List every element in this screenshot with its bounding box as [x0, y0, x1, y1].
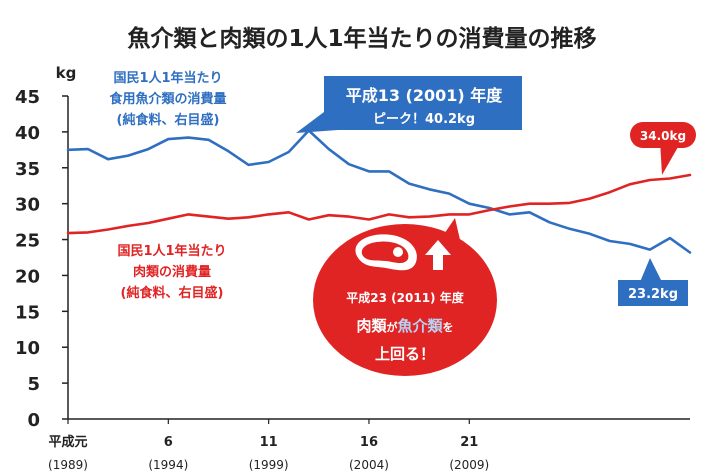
- y-tick-label: 5: [27, 374, 40, 395]
- y-tick-label: 15: [15, 302, 40, 323]
- fish-end-label: 23.2kg: [618, 258, 688, 306]
- meat-series-caption: 国民1人1年当たり 肉類の消費量 (純食料、右目盛): [117, 243, 226, 301]
- x-tick-label-era: 16: [360, 435, 378, 450]
- crossover-callout-meat: 肉類: [356, 317, 387, 335]
- y-axis-unit: kg: [56, 64, 77, 82]
- fish-caption-line3: (純食料、右目盛): [117, 112, 220, 128]
- y-tick-label: 40: [15, 123, 40, 144]
- crossover-callout-fish: 魚介類: [398, 317, 444, 335]
- meat-icon: [355, 234, 417, 271]
- crossover-callout-line1: 平成23 (2011) 年度: [346, 290, 464, 305]
- meat-caption-line3: (純食料、右目盛): [121, 285, 224, 301]
- peak-callout-line2: ピーク！40.2kg: [373, 112, 475, 127]
- y-tick-label: 45: [15, 87, 40, 108]
- y-tick-label: 10: [15, 338, 40, 359]
- meat-end-label: 34.0kg: [630, 122, 696, 175]
- fish-end-label-box: [618, 280, 688, 306]
- fish-end-value: 23.2kg: [628, 287, 678, 302]
- crossover-callout-wo: を: [443, 321, 454, 334]
- fish-series-caption: 国民1人1年当たり 食用魚介類の消費量 (純食料、右目盛): [109, 70, 226, 128]
- meat-end-label-box: [630, 122, 696, 148]
- x-tick-label-era: 平成元: [48, 434, 87, 450]
- x-tick-label-era: 21: [460, 435, 478, 450]
- peak-callout: 平成13 (2001) 年度 ピーク！40.2kg: [296, 76, 522, 133]
- y-tick-label: 35: [15, 159, 40, 180]
- fish-end-label-pointer: [640, 258, 662, 282]
- meat-caption-line1: 国民1人1年当たり: [117, 243, 226, 259]
- x-tick-label-year: (1999): [249, 458, 289, 472]
- y-tick-label: 30: [15, 195, 40, 216]
- x-tick-label-year: (1989): [48, 458, 88, 472]
- crossover-callout: 平成23 (2011) 年度 肉類が魚介類を 上回る！: [313, 218, 497, 376]
- x-tick-label-era: 6: [164, 435, 173, 450]
- fish-series-line: [66, 129, 692, 254]
- x-tick-label-year: (1994): [148, 458, 188, 472]
- peak-callout-box: [296, 76, 522, 133]
- meat-end-value: 34.0kg: [640, 129, 686, 143]
- y-tick-label: 20: [15, 266, 40, 287]
- crossover-callout-line3: 上回る！: [375, 345, 435, 363]
- chart-title: 魚介類と肉類の1人1年当たりの消費量の推移: [127, 25, 596, 52]
- x-tick-label-era: 11: [260, 435, 278, 450]
- x-tick-label-year: (2004): [349, 458, 389, 472]
- meat-caption-line2: 肉類の消費量: [133, 264, 211, 280]
- crossover-callout-bubble: [313, 224, 497, 376]
- peak-callout-line1: 平成13 (2001) 年度: [346, 86, 504, 105]
- up-arrow-icon: [425, 240, 451, 270]
- crossover-callout-ga: が: [387, 320, 398, 334]
- y-tick-label: 0: [27, 410, 40, 431]
- crossover-callout-line2: 肉類が魚介類を: [356, 317, 453, 335]
- fish-caption-line1: 国民1人1年当たり: [113, 70, 222, 86]
- y-tick-label: 25: [15, 231, 40, 252]
- x-tick-label-year: (2009): [449, 458, 489, 472]
- fish-caption-line2: 食用魚介類の消費量: [109, 91, 226, 107]
- meat-series-line: [66, 173, 692, 235]
- meat-end-label-pointer: [660, 140, 682, 175]
